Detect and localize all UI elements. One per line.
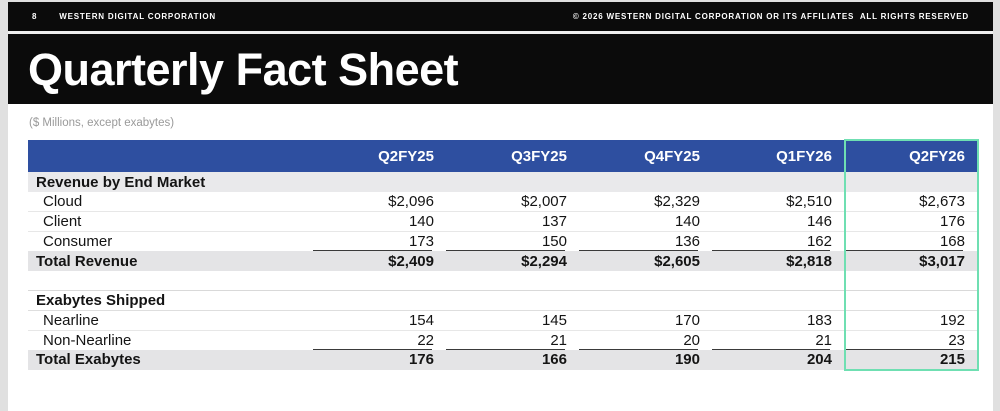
row-label: Client (28, 211, 313, 232)
cell-value: $2,329 (579, 192, 712, 212)
total-value: $2,409 (313, 251, 446, 271)
total-label: Total Revenue (28, 251, 313, 271)
cell-value: $2,096 (313, 192, 446, 212)
cell-value: 136 (579, 231, 712, 251)
cell-value: 154 (313, 310, 446, 331)
total-value: $2,294 (446, 251, 579, 271)
cell-value-highlighted: 192 (844, 310, 979, 331)
cell-value: 173 (313, 231, 446, 251)
table-header-row: Q2FY25 Q3FY25 Q4FY25 Q1FY26 Q2FY26 (28, 139, 979, 172)
section-row-revenue: Revenue by End Market (28, 172, 979, 192)
cell-value: 146 (712, 211, 845, 232)
total-row-revenue: Total Revenue $2,409 $2,294 $2,605 $2,81… (28, 251, 979, 271)
section-label: Revenue by End Market (28, 172, 313, 192)
cell-value: 21 (446, 330, 579, 350)
table-row-client: Client 140 137 140 146 176 (28, 211, 979, 232)
section-label: Exabytes Shipped (28, 289, 313, 311)
row-label: Consumer (43, 233, 113, 250)
spacer-row (28, 271, 979, 290)
column-header-q2fy25: Q2FY25 (313, 140, 446, 172)
units-note: ($ Millions, except exabytes) (29, 117, 175, 129)
page-title: Quarterly Fact Sheet (28, 43, 459, 95)
table-row-cloud: Cloud $2,096 $2,007 $2,329 $2,510 $2,673 (28, 192, 979, 212)
total-value: 166 (446, 349, 579, 370)
top-bar: 8 WESTERN DIGITAL CORPORATION © 2026 WES… (8, 2, 993, 31)
total-value: $2,818 (712, 251, 845, 271)
cell-value-highlighted: 168 (844, 231, 979, 251)
cell-value: 145 (446, 310, 579, 331)
cell-value: $2,007 (446, 192, 579, 212)
total-label: Total Exabytes (28, 349, 313, 370)
company-name: WESTERN DIGITAL CORPORATION (59, 12, 216, 21)
cell-value: 170 (579, 310, 712, 331)
column-header-q2fy26-highlighted: Q2FY26 (844, 139, 979, 172)
section-row-exabytes: Exabytes Shipped (28, 289, 979, 311)
total-value: 190 (579, 349, 712, 370)
cell-value: 137 (446, 211, 579, 232)
fact-table: Q2FY25 Q3FY25 Q4FY25 Q1FY26 Q2FY26 Reven… (28, 139, 979, 371)
cell-value: $2,510 (712, 192, 845, 212)
total-value: 176 (313, 349, 446, 370)
total-row-exabytes: Total Exabytes 176 166 190 204 215 (28, 349, 979, 371)
column-header-q4fy25: Q4FY25 (579, 140, 712, 172)
cell-value: 162 (712, 231, 845, 251)
copyright-text: © 2026 WESTERN DIGITAL CORPORATION OR IT… (572, 12, 969, 21)
column-header-q1fy26: Q1FY26 (712, 140, 845, 172)
title-banner: Quarterly Fact Sheet (8, 34, 993, 104)
slide-page: 8 WESTERN DIGITAL CORPORATION © 2026 WES… (8, 2, 993, 411)
total-value: 204 (712, 349, 845, 370)
cell-value-highlighted: 176 (844, 211, 979, 232)
row-label: Non-Nearline (43, 331, 132, 349)
cell-value: 140 (579, 211, 712, 232)
cell-value: 22 (313, 330, 446, 350)
bar-separator (8, 31, 993, 34)
cell-value: 20 (579, 330, 712, 350)
column-header-q3fy25: Q3FY25 (446, 140, 579, 172)
cell-value: 183 (712, 310, 845, 331)
total-value-highlighted: $3,017 (844, 251, 979, 271)
cell-value: 21 (712, 330, 845, 350)
total-value-highlighted: 215 (844, 349, 979, 371)
table-row-consumer: Consumer 173 150 136 162 168 (28, 231, 979, 251)
page-number: 8 (32, 12, 38, 21)
cell-value: 150 (446, 231, 579, 251)
table-row-nearline: Nearline 154 145 170 183 192 (28, 310, 979, 331)
row-label: Cloud (28, 192, 313, 212)
row-label: Nearline (28, 310, 313, 331)
column-header-blank (28, 140, 313, 172)
cell-value: 140 (313, 211, 446, 232)
cell-value-highlighted: $2,673 (844, 192, 979, 212)
cell-value-highlighted: 23 (844, 330, 979, 350)
table-row-non-nearline: Non-Nearline 22 21 20 21 23 (28, 330, 979, 350)
total-value: $2,605 (579, 251, 712, 271)
